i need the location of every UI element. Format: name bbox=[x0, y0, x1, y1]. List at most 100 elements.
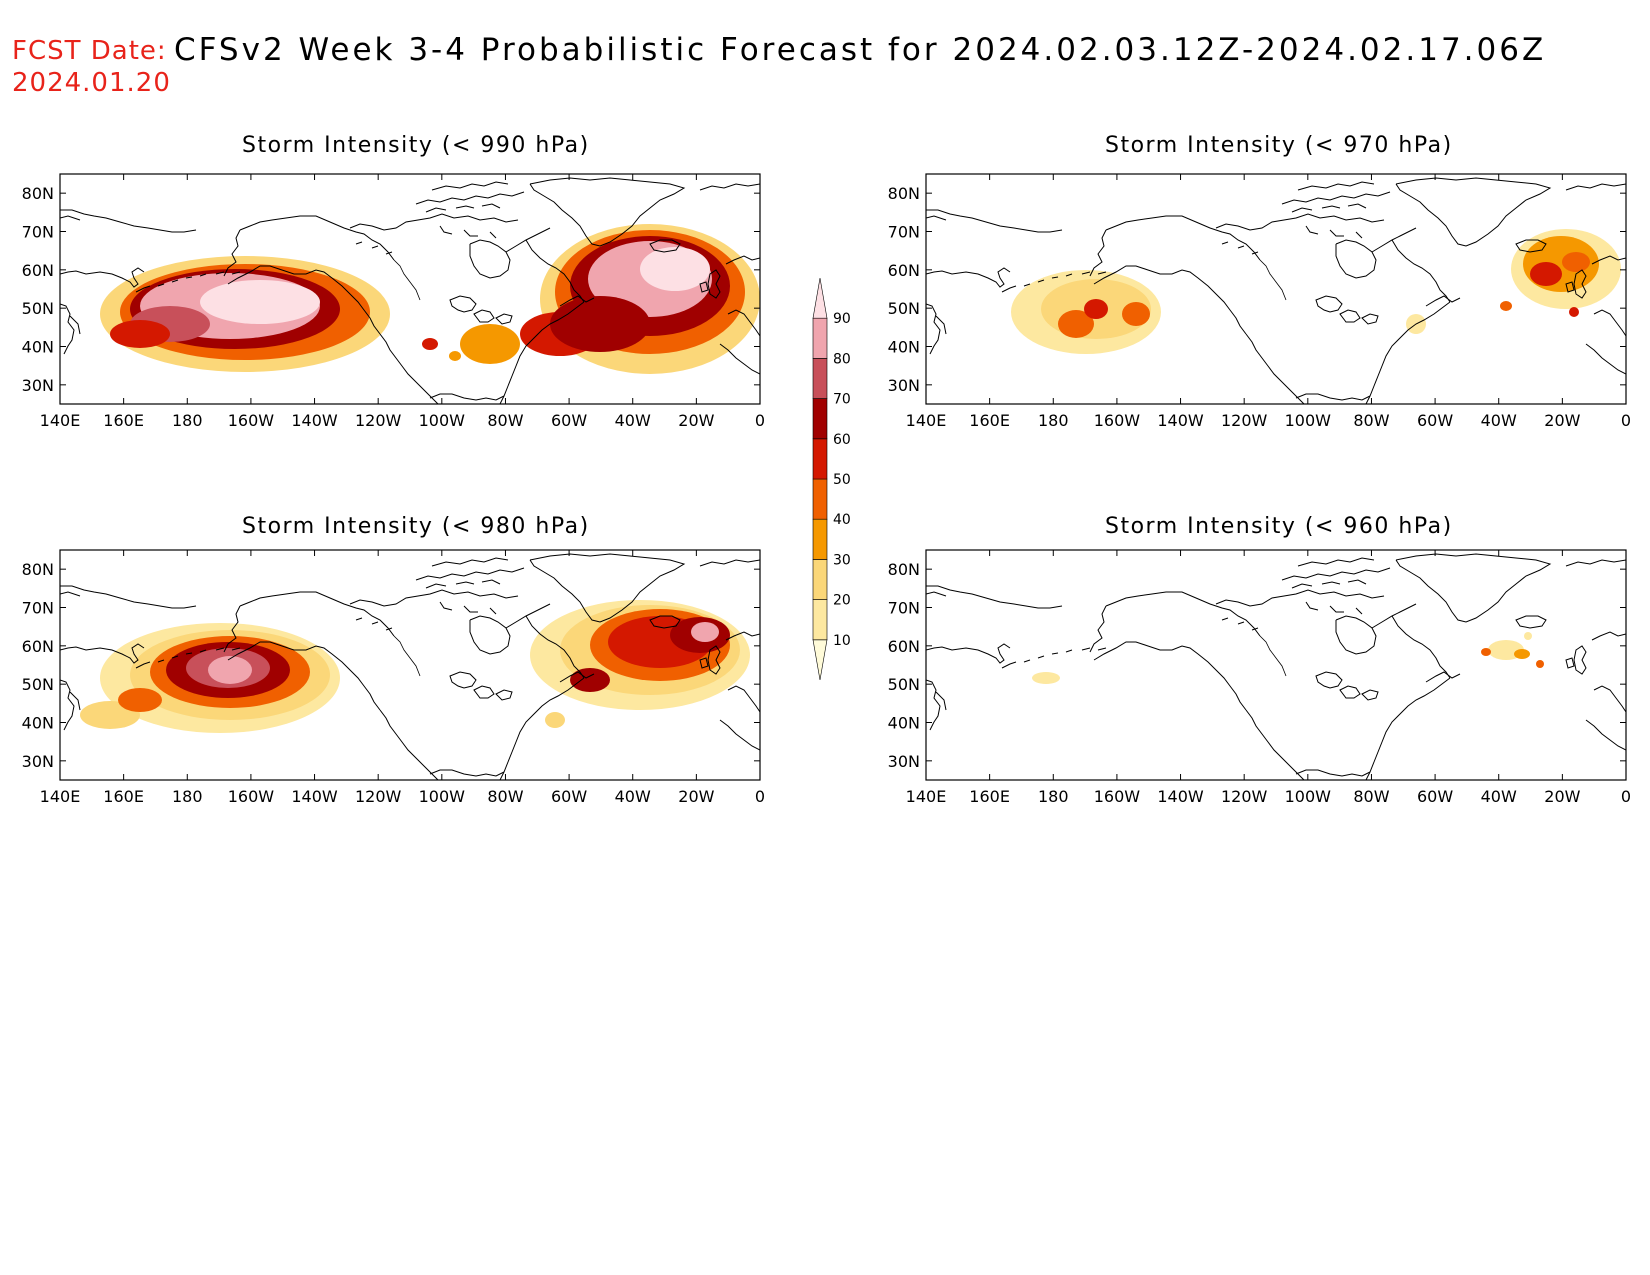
lon-tick-label: 120W bbox=[355, 787, 402, 806]
lon-tick-label: 180 bbox=[172, 411, 203, 430]
colorbar-swatch bbox=[812, 438, 828, 480]
lon-tick-label: 0 bbox=[1621, 787, 1631, 806]
lon-tick-label: 160W bbox=[228, 787, 275, 806]
lon-tick-label: 100W bbox=[419, 787, 466, 806]
lon-tick-label: 120W bbox=[1221, 411, 1268, 430]
colorbar-label: 50 bbox=[833, 472, 851, 488]
colorbar-swatch bbox=[812, 599, 828, 641]
lat-tick-label: 30N bbox=[888, 752, 920, 771]
map-frame bbox=[925, 173, 1627, 405]
lat-tick-label: 40N bbox=[22, 714, 54, 733]
colorbar-label: 80 bbox=[833, 351, 851, 367]
lon-tick-label: 0 bbox=[755, 787, 765, 806]
lat-tick-label: 80N bbox=[22, 184, 54, 203]
lon-tick-label: 40W bbox=[1481, 411, 1517, 430]
probability-region bbox=[1514, 649, 1530, 659]
main-title: CFSv2 Week 3-4 Probabilistic Forecast fo… bbox=[174, 32, 1547, 68]
colorbar-swatch bbox=[812, 478, 828, 520]
lat-tick-label: 30N bbox=[22, 752, 54, 771]
lon-tick-label: 40W bbox=[615, 411, 651, 430]
map-panel-960: 80N 70N 60N 50N 40N 30N 140E 160E 180 160W 140W 120… bbox=[888, 549, 1631, 806]
probability-region bbox=[545, 712, 565, 728]
probability-region bbox=[1058, 310, 1094, 338]
lat-tick-label: 60N bbox=[888, 261, 920, 280]
lon-tick-label: 160W bbox=[1094, 787, 1141, 806]
lat-tick-label: 30N bbox=[888, 376, 920, 395]
colorbar-swatch bbox=[812, 358, 828, 399]
probability-region bbox=[208, 656, 252, 684]
lat-tick-label: 50N bbox=[22, 675, 54, 694]
probability-region bbox=[1084, 299, 1108, 319]
lon-tick-label: 60W bbox=[1417, 411, 1453, 430]
colorbar-swatch bbox=[812, 639, 828, 681]
lon-tick-label: 140W bbox=[1157, 411, 1204, 430]
probability-region bbox=[200, 280, 320, 324]
lat-tick-label: 60N bbox=[888, 637, 920, 656]
lon-tick-label: 140E bbox=[40, 787, 81, 806]
lon-tick-label: 80W bbox=[487, 411, 523, 430]
probability-region bbox=[422, 338, 438, 350]
lon-tick-label: 140E bbox=[906, 411, 947, 430]
lon-tick-label: 100W bbox=[419, 411, 466, 430]
colorbar-label: 10 bbox=[833, 633, 851, 649]
lon-tick-label: 80W bbox=[487, 787, 523, 806]
map-panel-970: 80N 70N 60N 50N 40N 30N 140E 160E 180 160W 140W 120… bbox=[888, 173, 1631, 430]
lat-tick-label: 80N bbox=[888, 560, 920, 579]
fcst-date-label: FCST Date: bbox=[12, 36, 167, 66]
lon-tick-label: 180 bbox=[1038, 411, 1069, 430]
lon-tick-label: 60W bbox=[551, 787, 587, 806]
probability-region bbox=[118, 688, 162, 712]
map-frame bbox=[59, 549, 761, 781]
lat-tick-label: 80N bbox=[888, 184, 920, 203]
probability-region bbox=[1500, 301, 1512, 311]
lon-tick-label: 20W bbox=[678, 787, 714, 806]
lat-tick-label: 70N bbox=[888, 223, 920, 242]
lon-tick-label: 20W bbox=[1544, 411, 1580, 430]
lon-tick-label: 0 bbox=[755, 411, 765, 430]
lon-tick-label: 160E bbox=[103, 411, 144, 430]
fcst-date-value: 2024.01.20 bbox=[12, 68, 171, 98]
probability-region bbox=[449, 351, 461, 361]
colorbar-swatch bbox=[812, 277, 828, 319]
map-panel-980: 80N 70N 60N 50N 40N 30N 140E 160E 180 160W 140W 120… bbox=[22, 549, 765, 806]
probability-region bbox=[1032, 672, 1060, 684]
lon-tick-label: 100W bbox=[1285, 411, 1332, 430]
probability-region bbox=[1530, 262, 1562, 286]
probability-region bbox=[110, 320, 170, 348]
lat-tick-label: 80N bbox=[22, 560, 54, 579]
colorbar-swatch bbox=[812, 398, 828, 440]
lon-tick-label: 40W bbox=[615, 787, 651, 806]
lon-tick-label: 140W bbox=[291, 411, 338, 430]
lon-tick-label: 160W bbox=[228, 411, 275, 430]
lat-tick-label: 60N bbox=[22, 637, 54, 656]
lon-tick-label: 80W bbox=[1353, 411, 1389, 430]
panel-title-980: Storm Intensity (< 980 hPa) bbox=[242, 514, 590, 539]
colorbar-label: 20 bbox=[833, 593, 851, 609]
colorbar-label: 60 bbox=[833, 432, 851, 448]
map-frame bbox=[925, 549, 1627, 781]
lon-tick-label: 120W bbox=[1221, 787, 1268, 806]
probability-region bbox=[1481, 648, 1491, 656]
map-panel-990: 80N 70N 60N 50N 40N 30N 140E 160E 180 160W 140W 120… bbox=[22, 173, 765, 430]
lon-tick-label: 60W bbox=[1417, 787, 1453, 806]
lon-tick-label: 160E bbox=[969, 787, 1010, 806]
probability-region bbox=[1524, 632, 1532, 640]
lat-tick-label: 70N bbox=[22, 599, 54, 618]
lon-tick-label: 180 bbox=[172, 787, 203, 806]
lon-tick-label: 0 bbox=[1621, 411, 1631, 430]
lon-tick-label: 80W bbox=[1353, 787, 1389, 806]
lat-tick-label: 70N bbox=[22, 223, 54, 242]
colorbar-label: 70 bbox=[833, 392, 851, 408]
lat-tick-label: 40N bbox=[888, 714, 920, 733]
lon-tick-label: 120W bbox=[355, 411, 402, 430]
lat-tick-label: 60N bbox=[22, 261, 54, 280]
probability-region bbox=[1562, 252, 1590, 272]
lon-tick-label: 60W bbox=[551, 411, 587, 430]
probability-region bbox=[1122, 302, 1150, 326]
lon-tick-label: 20W bbox=[1544, 787, 1580, 806]
colorbar-label: 30 bbox=[833, 552, 851, 568]
probability-region bbox=[570, 668, 610, 692]
probability-region bbox=[691, 622, 719, 642]
colorbar-swatch bbox=[812, 518, 828, 560]
